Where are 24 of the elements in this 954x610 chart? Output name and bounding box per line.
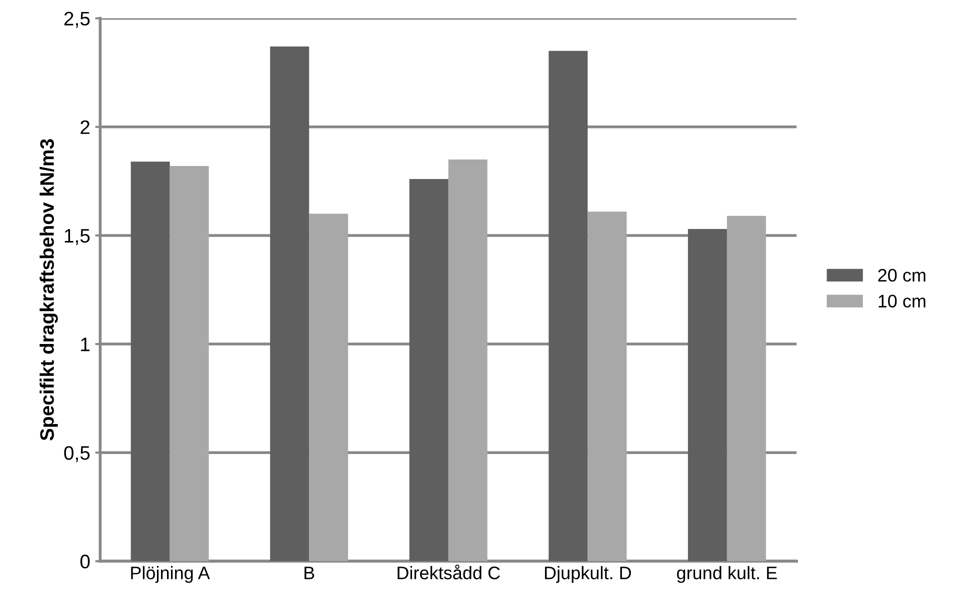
bar xyxy=(726,216,766,562)
bar xyxy=(688,228,727,562)
y-tick-label: 2 xyxy=(80,120,90,134)
legend-label: 10 cm xyxy=(878,294,926,308)
y-tick-label: 0,5 xyxy=(64,446,90,462)
bar xyxy=(309,214,348,562)
x-tick-label: Plöjning A xyxy=(131,566,210,583)
bar xyxy=(170,166,209,562)
bar xyxy=(548,50,588,562)
bar xyxy=(270,46,310,562)
x-tick-label: grund kult. E xyxy=(677,566,777,583)
y-tick-label: 2,5 xyxy=(64,12,90,28)
x-tick-label: Direktsådd C xyxy=(398,564,500,580)
y-axis-title: Specifikt dragkraftsbehov kN/m3 xyxy=(40,139,58,440)
bar xyxy=(448,159,488,562)
legend-label: 20 cm xyxy=(878,268,926,282)
y-tick-label: 0 xyxy=(80,554,90,568)
bar xyxy=(588,212,627,562)
y-tick-label: 1,5 xyxy=(64,229,90,245)
y-tick-label: 1 xyxy=(81,338,90,352)
bar xyxy=(409,179,448,562)
bar xyxy=(130,162,170,562)
x-tick-label: Djupkult. D xyxy=(544,566,631,583)
x-tick-label: B xyxy=(304,566,314,580)
